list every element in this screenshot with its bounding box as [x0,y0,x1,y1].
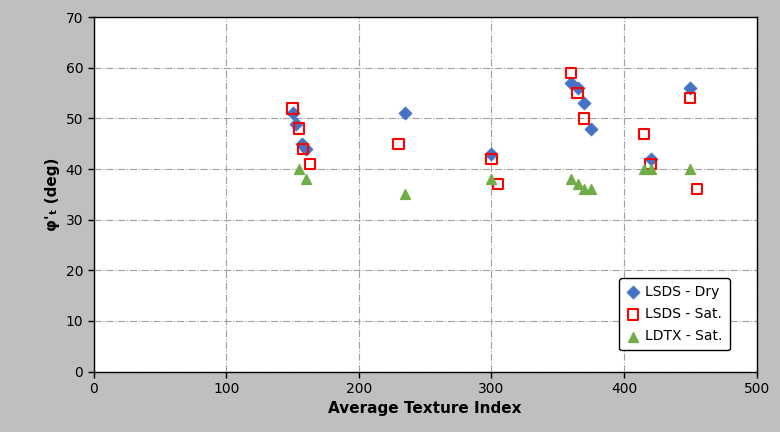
LSDS - Sat. [571,90,583,97]
LSDS - Dry [585,125,597,132]
LSDS - Dry [399,110,412,117]
LSDS - Sat. [303,161,316,168]
LSDS - Sat. [293,125,306,132]
LDTX - Sat. [399,191,412,198]
LSDS - Dry [485,150,498,157]
LDTX - Sat. [638,165,651,172]
X-axis label: Average Texture Index: Average Texture Index [328,401,522,416]
LDTX - Sat. [684,165,697,172]
LSDS - Sat. [565,70,577,76]
LSDS - Sat. [578,115,590,122]
LSDS - Dry [565,79,577,86]
LSDS - Dry [684,85,697,92]
LSDS - Sat. [638,130,651,137]
LDTX - Sat. [571,181,583,188]
LSDS - Sat. [644,161,657,168]
LSDS - Sat. [691,186,704,193]
LSDS - Sat. [485,156,498,162]
LDTX - Sat. [485,176,498,183]
LDTX - Sat. [644,165,657,172]
LSDS - Sat. [392,140,405,147]
LSDS - Sat. [491,181,504,188]
LDTX - Sat. [578,186,590,193]
LSDS - Dry [286,110,299,117]
LDTX - Sat. [585,186,597,193]
LDTX - Sat. [565,176,577,183]
LSDS - Sat. [286,105,299,112]
LDTX - Sat. [300,176,312,183]
Y-axis label: φ'ₜ (deg): φ'ₜ (deg) [45,158,60,231]
LDTX - Sat. [293,165,306,172]
LSDS - Dry [571,85,583,92]
Legend: LSDS - Dry, LSDS - Sat., LDTX - Sat.: LSDS - Dry, LSDS - Sat., LDTX - Sat. [619,278,730,350]
LSDS - Dry [300,146,312,152]
LSDS - Sat. [297,146,310,152]
LSDS - Sat. [684,95,697,102]
LSDS - Dry [290,120,303,127]
LSDS - Dry [644,156,657,162]
LSDS - Dry [296,140,308,147]
LSDS - Dry [578,100,590,107]
